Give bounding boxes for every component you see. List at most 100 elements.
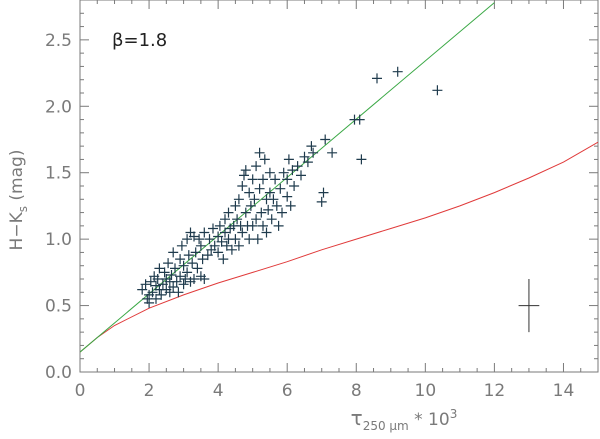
- data-point: [278, 167, 289, 178]
- data-point: [192, 263, 203, 274]
- data-point: [266, 214, 277, 225]
- data-point: [199, 227, 210, 238]
- data-point: [159, 267, 170, 278]
- data-point: [137, 284, 148, 295]
- data-point: [142, 293, 153, 304]
- data-point: [166, 270, 177, 280]
- x-tick-label: 0: [75, 381, 86, 401]
- data-point: [180, 274, 191, 284]
- data-point: [256, 207, 267, 218]
- data-point: [251, 161, 262, 172]
- data-point: [251, 214, 262, 225]
- data-point: [195, 240, 206, 251]
- data-point: [157, 279, 168, 290]
- data-point: [320, 134, 331, 145]
- data-point: [252, 234, 263, 245]
- data-point: [299, 151, 310, 162]
- data-point: [170, 263, 180, 274]
- data-point: [232, 214, 243, 225]
- y-tick-label: 0.0: [45, 363, 72, 383]
- data-point: [302, 157, 313, 168]
- data-point: [270, 174, 281, 185]
- data-point: [154, 263, 165, 274]
- data-points: [137, 66, 443, 308]
- data-point: [213, 247, 224, 258]
- data-point: [239, 170, 249, 181]
- data-point: [140, 279, 151, 290]
- x-ticks: 0 2 4 6 8 10 12 14: [75, 0, 599, 401]
- data-point: [168, 282, 179, 292]
- data-point: [258, 174, 268, 185]
- data-point: [392, 66, 403, 77]
- data-point: [287, 165, 298, 176]
- data-point: [264, 187, 275, 198]
- data-point: [187, 258, 198, 269]
- data-point: [223, 207, 234, 218]
- data-point: [226, 244, 237, 255]
- data-point: [283, 154, 294, 165]
- data-point: [249, 194, 260, 205]
- data-point: [264, 167, 275, 178]
- y-tick-label: 1.0: [45, 230, 72, 250]
- data-point: [199, 274, 210, 284]
- data-point: [152, 274, 163, 284]
- data-point: [151, 293, 161, 304]
- data-point: [245, 200, 256, 211]
- data-point: [282, 174, 293, 185]
- data-point: [327, 147, 338, 158]
- data-point: [168, 247, 179, 258]
- data-point: [230, 234, 241, 245]
- x-tick-label: 4: [213, 381, 224, 401]
- data-point: [254, 183, 265, 194]
- x-axis-label: τ250 μm * 103: [351, 406, 458, 433]
- data-point: [175, 271, 186, 282]
- data-point: [178, 260, 189, 271]
- data-point: [208, 223, 218, 234]
- data-point: [285, 200, 296, 211]
- beta-annotation: β=1.8: [112, 30, 167, 51]
- data-point: [182, 267, 193, 278]
- data-point: [218, 254, 229, 265]
- data-point: [230, 200, 241, 211]
- data-point: [372, 73, 382, 84]
- y-tick-label: 0.5: [45, 297, 72, 317]
- x-tick-label: 2: [144, 381, 155, 401]
- y-axis-label: H−Ks (mag): [7, 150, 30, 251]
- data-point: [197, 254, 208, 265]
- model-lines: [80, 2, 598, 353]
- data-point: [175, 254, 186, 265]
- data-point: [244, 234, 255, 245]
- data-point: [316, 196, 327, 207]
- data-point: [259, 154, 270, 165]
- data-point: [176, 240, 187, 251]
- data-point: [308, 147, 319, 158]
- data-point: [240, 165, 251, 176]
- data-point: [145, 276, 156, 287]
- x-tick-label: 10: [415, 381, 437, 401]
- data-point: [318, 187, 329, 198]
- data-point: [190, 247, 201, 258]
- data-point: [258, 220, 268, 231]
- y-ticks: 0.0 0.5 1.0 1.5 2.0 2.5: [45, 12, 598, 383]
- error-bar: [518, 279, 540, 333]
- model-curve: [80, 141, 598, 353]
- data-point: [356, 154, 367, 165]
- data-point: [189, 231, 199, 242]
- data-point: [189, 274, 199, 284]
- data-point: [263, 204, 274, 215]
- data-point: [240, 207, 251, 218]
- y-tick-label: 1.5: [45, 164, 72, 184]
- data-point: [237, 227, 248, 238]
- data-point: [163, 258, 174, 269]
- data-point: [289, 181, 300, 191]
- data-point: [282, 191, 293, 202]
- data-point: [233, 240, 244, 251]
- data-point: [306, 141, 317, 152]
- data-point: [213, 231, 224, 242]
- data-point: [254, 147, 265, 158]
- data-point: [296, 170, 306, 181]
- data-point: [173, 287, 184, 298]
- data-point: [292, 161, 303, 172]
- data-point: [216, 236, 227, 247]
